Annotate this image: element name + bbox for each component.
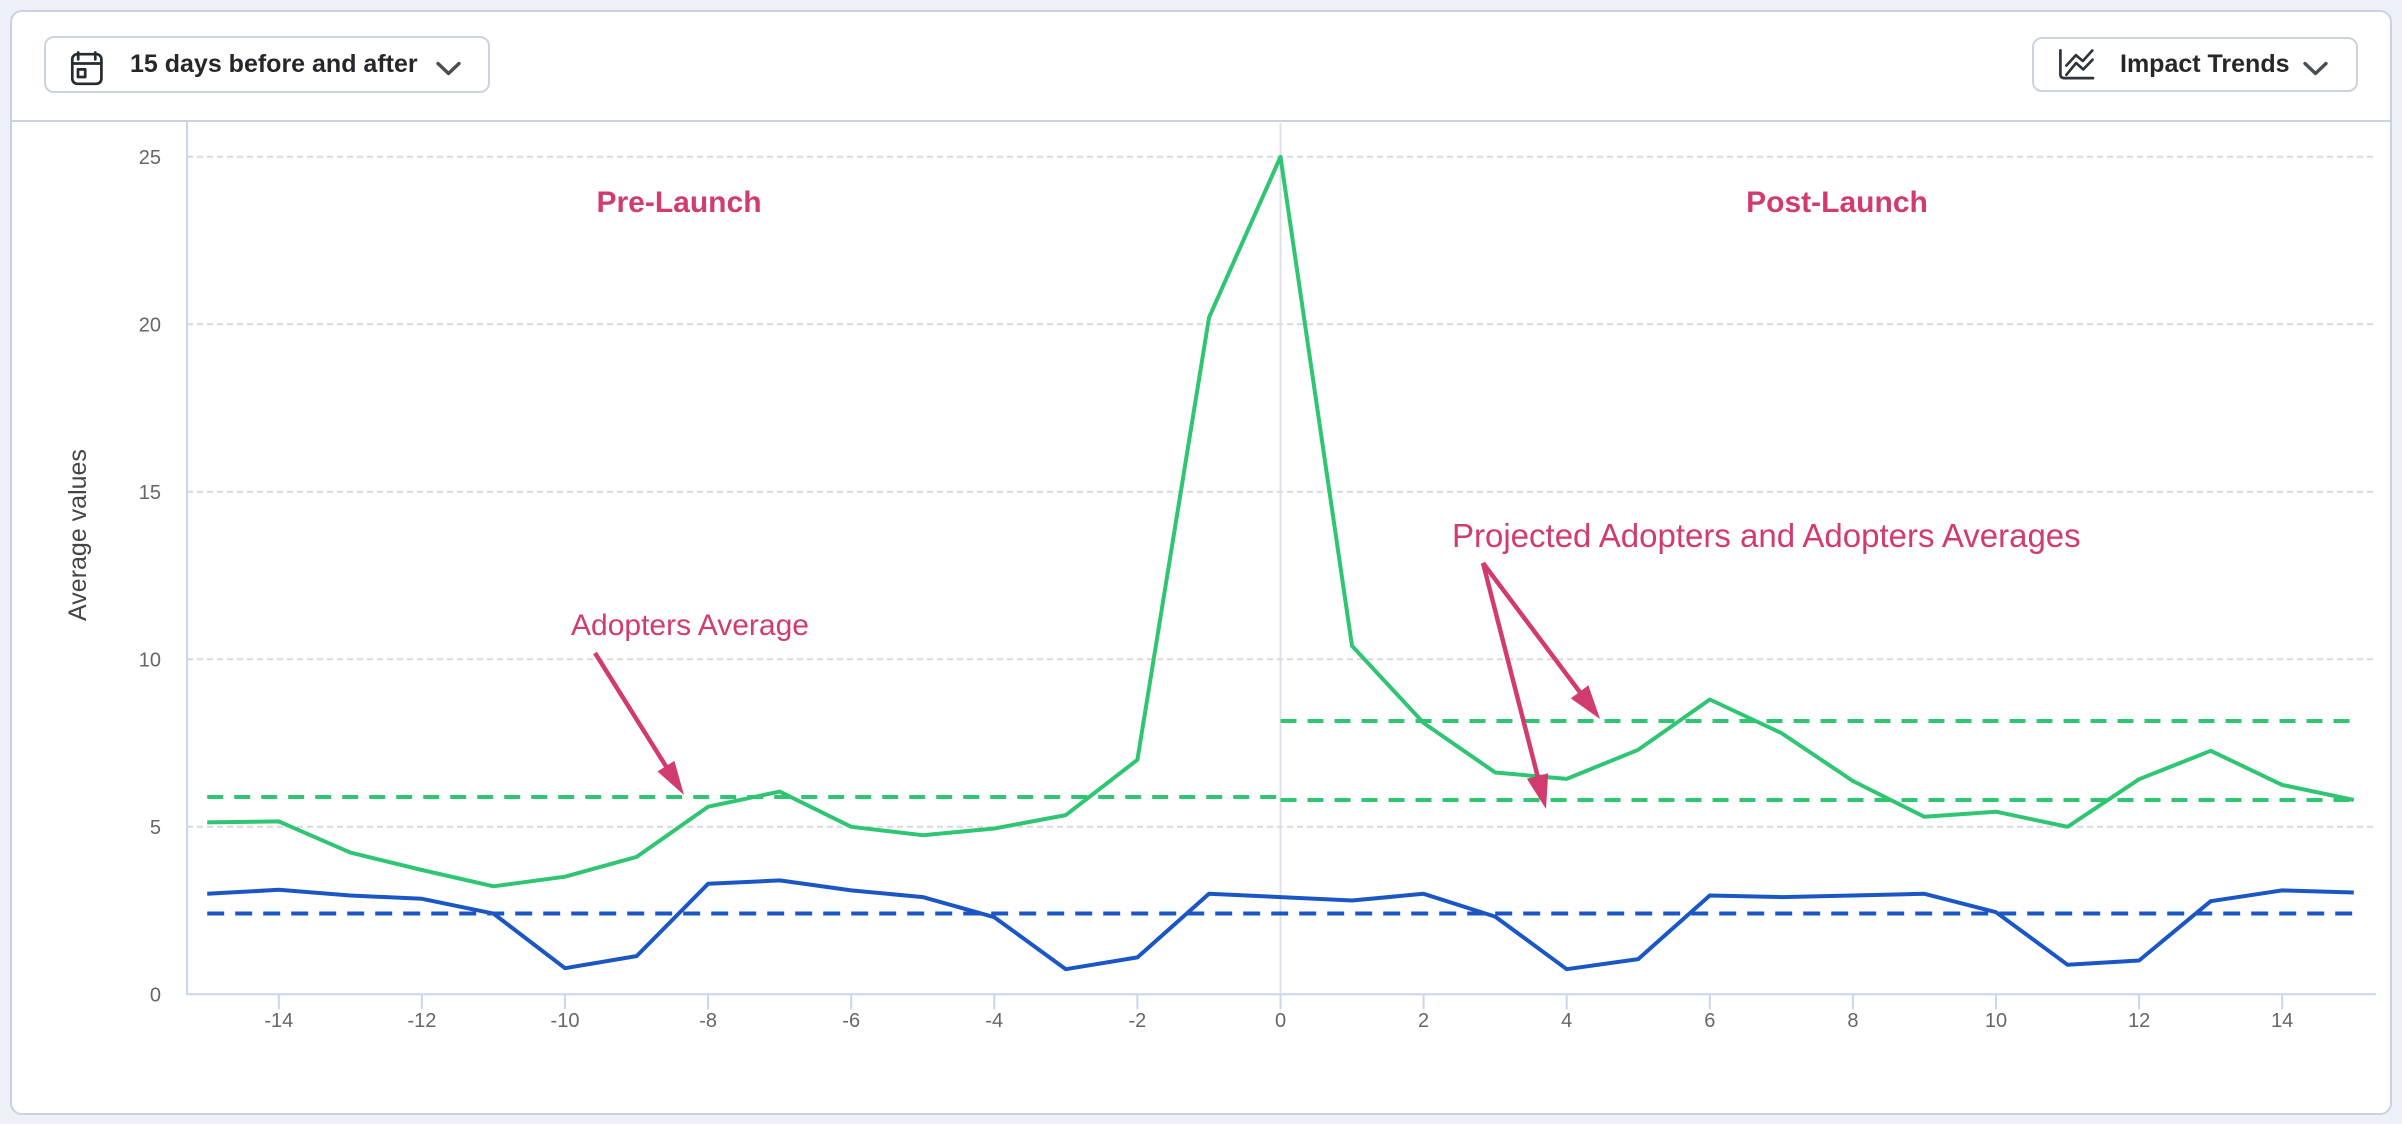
svg-text:-14: -14 (264, 1010, 293, 1032)
svg-text:6: 6 (1704, 1010, 1715, 1032)
svg-text:2: 2 (1418, 1010, 1429, 1032)
svg-text:0: 0 (1275, 1010, 1286, 1032)
svg-text:Post-Launch: Post-Launch (1746, 186, 1928, 219)
svg-text:10: 10 (139, 649, 161, 671)
svg-text:25: 25 (139, 147, 161, 169)
svg-text:15: 15 (139, 482, 161, 504)
svg-text:14: 14 (2271, 1010, 2293, 1032)
svg-text:8: 8 (1847, 1010, 1858, 1032)
svg-text:0: 0 (150, 984, 161, 1006)
svg-text:Average values: Average values (64, 449, 92, 621)
svg-text:-2: -2 (1129, 1010, 1147, 1032)
svg-text:20: 20 (139, 314, 161, 336)
svg-text:Projected Adopters and Adopter: Projected Adopters and Adopters Averages (1452, 517, 2081, 554)
svg-text:-4: -4 (985, 1010, 1003, 1032)
svg-text:5: 5 (150, 817, 161, 839)
svg-text:Pre-Launch: Pre-Launch (596, 186, 761, 219)
svg-text:-10: -10 (551, 1010, 580, 1032)
svg-text:10: 10 (1985, 1010, 2007, 1032)
svg-text:-12: -12 (407, 1010, 436, 1032)
svg-text:4: 4 (1561, 1010, 1572, 1032)
svg-text:-8: -8 (699, 1010, 717, 1032)
svg-text:12: 12 (2128, 1010, 2150, 1032)
svg-text:-6: -6 (842, 1010, 860, 1032)
svg-text:Adopters Average: Adopters Average (571, 609, 809, 642)
